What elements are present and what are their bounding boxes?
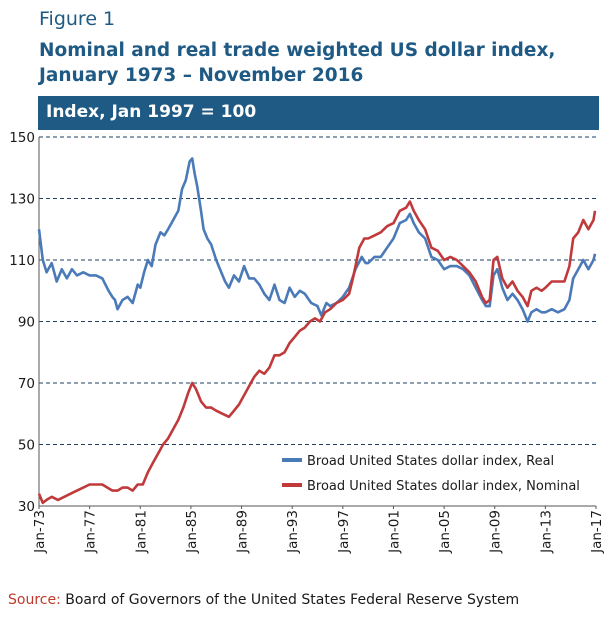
y-tick-label: 90 <box>18 315 35 331</box>
chart-unit-bar: Index, Jan 1997 = 100 <box>38 96 599 130</box>
x-tick-label: Jan-89 <box>235 510 251 554</box>
legend: Broad United States dollar index, Real Br… <box>282 454 580 494</box>
x-axis: Jan-73 Jan-77 Jan-81 Jan-85 Jan-89 Jan-93 Jan-… <box>32 505 605 554</box>
x-tick-label: Jan-13 <box>538 510 554 554</box>
x-tick-label: Jan-85 <box>184 510 200 554</box>
unit-label: Index, Jan 1997 = 100 <box>46 102 257 122</box>
y-tick-label: 30 <box>18 499 35 515</box>
gridlines <box>39 136 596 445</box>
real-series-line <box>37 157 597 323</box>
x-tick-label: Jan-01 <box>386 510 402 554</box>
x-tick-label: Jan-97 <box>336 510 352 554</box>
x-tick-label: Jan-17 <box>589 510 605 554</box>
legend-label-real: Broad United States dollar index, Real <box>307 454 554 469</box>
series-lines <box>37 157 597 505</box>
source-note: Source: Board of Governors of the United… <box>8 592 519 608</box>
figure-title: Nominal and real trade weighted US dolla… <box>39 40 556 86</box>
x-tick-label: Jan-73 <box>32 510 48 554</box>
y-axis: 30 50 70 90 110 130 150 <box>9 130 40 515</box>
y-tick-label: 150 <box>9 130 35 146</box>
nominal-series-line <box>37 200 597 505</box>
source-text: Board of Governors of the United States … <box>60 592 520 608</box>
x-tick-label: Jan-93 <box>285 510 301 554</box>
x-tick-label: Jan-09 <box>488 510 504 554</box>
y-tick-label: 70 <box>18 376 35 392</box>
y-tick-label: 130 <box>9 192 35 208</box>
figure-label: Figure 1 <box>39 8 116 30</box>
source-label: Source: <box>8 592 61 608</box>
y-tick-label: 110 <box>9 253 35 269</box>
legend-label-nominal: Broad United States dollar index, Nomina… <box>307 479 580 494</box>
y-tick-label: 50 <box>18 438 35 454</box>
x-tick-label: Jan-81 <box>133 510 149 554</box>
x-tick-label: Jan-05 <box>437 510 453 554</box>
x-tick-label: Jan-77 <box>83 510 99 554</box>
